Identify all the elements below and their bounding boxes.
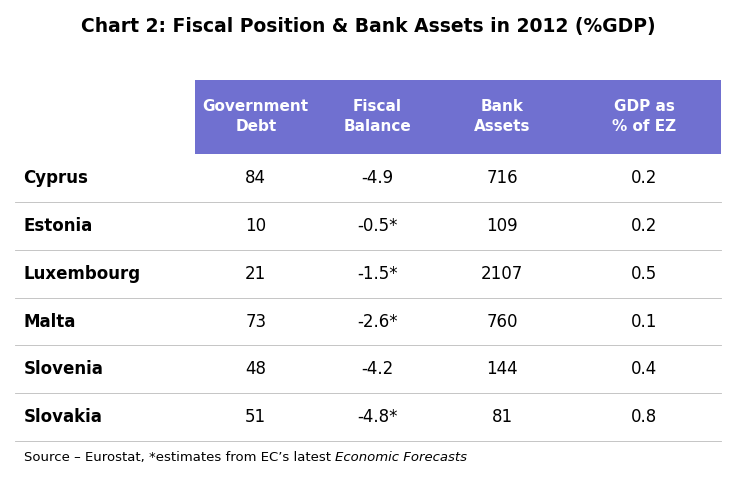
Text: 2107: 2107 bbox=[481, 265, 523, 283]
Text: 10: 10 bbox=[245, 217, 266, 235]
Text: 0.2: 0.2 bbox=[631, 169, 657, 187]
Text: -2.6*: -2.6* bbox=[357, 312, 397, 331]
Text: Bank
Assets: Bank Assets bbox=[474, 99, 531, 134]
Text: 51: 51 bbox=[245, 408, 266, 426]
Text: -0.5*: -0.5* bbox=[357, 217, 397, 235]
Text: -4.2: -4.2 bbox=[361, 361, 393, 378]
Text: Malta: Malta bbox=[24, 312, 76, 331]
Text: 21: 21 bbox=[245, 265, 266, 283]
Text: 716: 716 bbox=[486, 169, 518, 187]
Text: Slovakia: Slovakia bbox=[24, 408, 102, 426]
Text: Economic Forecasts: Economic Forecasts bbox=[335, 451, 467, 464]
Text: GDP as
% of EZ: GDP as % of EZ bbox=[612, 99, 676, 134]
Text: -4.8*: -4.8* bbox=[357, 408, 397, 426]
Text: 0.8: 0.8 bbox=[631, 408, 657, 426]
Text: Slovenia: Slovenia bbox=[24, 361, 104, 378]
Text: 81: 81 bbox=[492, 408, 513, 426]
Text: 760: 760 bbox=[486, 312, 518, 331]
Text: 84: 84 bbox=[245, 169, 266, 187]
Text: Estonia: Estonia bbox=[24, 217, 93, 235]
Text: 0.4: 0.4 bbox=[631, 361, 657, 378]
Text: Fiscal
Balance: Fiscal Balance bbox=[343, 99, 411, 134]
Text: 0.1: 0.1 bbox=[631, 312, 657, 331]
Text: Source – Eurostat, *estimates from EC’s latest: Source – Eurostat, *estimates from EC’s … bbox=[24, 451, 335, 464]
Text: Cyprus: Cyprus bbox=[24, 169, 88, 187]
Text: Chart 2: Fiscal Position & Bank Assets in 2012 (%GDP): Chart 2: Fiscal Position & Bank Assets i… bbox=[81, 17, 655, 36]
Text: Government
Debt: Government Debt bbox=[202, 99, 309, 134]
Text: 0.2: 0.2 bbox=[631, 217, 657, 235]
Text: Luxembourg: Luxembourg bbox=[24, 265, 141, 283]
Text: 73: 73 bbox=[245, 312, 266, 331]
Text: -4.9: -4.9 bbox=[361, 169, 393, 187]
Text: 0.5: 0.5 bbox=[631, 265, 657, 283]
Text: 109: 109 bbox=[486, 217, 518, 235]
Text: 144: 144 bbox=[486, 361, 518, 378]
Text: 48: 48 bbox=[245, 361, 266, 378]
Text: -1.5*: -1.5* bbox=[357, 265, 397, 283]
